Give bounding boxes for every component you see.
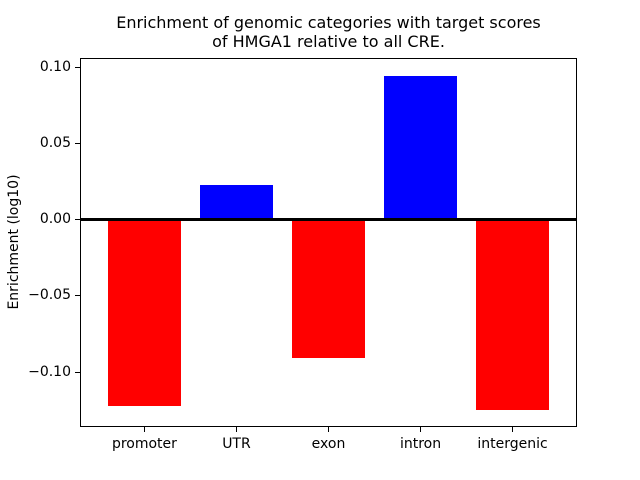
x-tick-label-intron: intron <box>399 436 442 452</box>
y-tick <box>75 219 80 221</box>
x-tick-label-promoter: promoter <box>111 436 177 452</box>
bar-promoter <box>107 219 182 406</box>
y-tick-label: 0.00 <box>39 211 71 228</box>
y-tick <box>75 142 80 144</box>
bar-intron <box>383 76 458 220</box>
x-tick-label-UTR: UTR <box>222 436 251 452</box>
x-tick-label-intergenic: intergenic <box>477 436 548 452</box>
bar-exon <box>291 219 366 359</box>
y-tick-label: 0.05 <box>39 134 71 151</box>
y-tick-label: −0.05 <box>28 287 71 304</box>
y-tick <box>75 66 80 68</box>
y-tick-label: 0.10 <box>39 58 71 75</box>
x-tick <box>328 427 329 432</box>
chart-title: Enrichment of genomic categories with ta… <box>116 13 541 51</box>
y-axis-label: Enrichment (log10) <box>6 174 22 310</box>
x-tick <box>143 427 145 432</box>
x-tick <box>512 427 514 432</box>
y-tick <box>75 371 80 373</box>
bar-intergenic <box>475 219 550 411</box>
x-tick <box>235 427 237 432</box>
bar-UTR <box>199 184 274 220</box>
x-tick-label-exon: exon <box>311 436 346 452</box>
y-tick-label: −0.10 <box>28 363 71 380</box>
y-tick <box>75 295 80 297</box>
zero-line <box>80 218 577 222</box>
x-tick <box>420 427 422 432</box>
